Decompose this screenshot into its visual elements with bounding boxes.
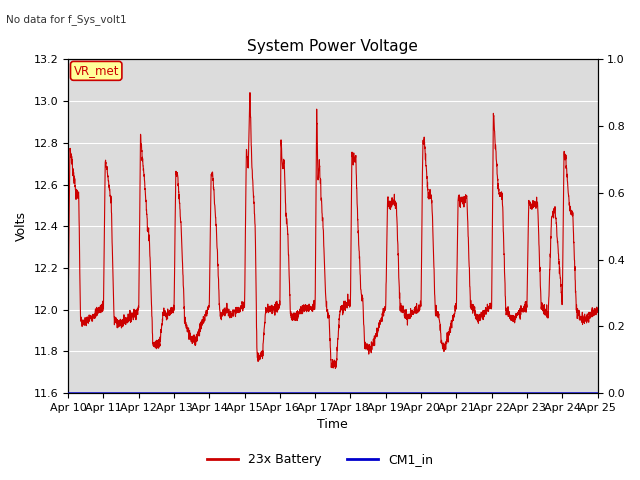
- Title: System Power Voltage: System Power Voltage: [248, 39, 419, 54]
- Y-axis label: Volts: Volts: [15, 211, 28, 241]
- X-axis label: Time: Time: [317, 419, 348, 432]
- Legend: 23x Battery, CM1_in: 23x Battery, CM1_in: [202, 448, 438, 471]
- Text: VR_met: VR_met: [74, 64, 119, 77]
- Text: No data for f_Sys_volt1: No data for f_Sys_volt1: [6, 14, 127, 25]
